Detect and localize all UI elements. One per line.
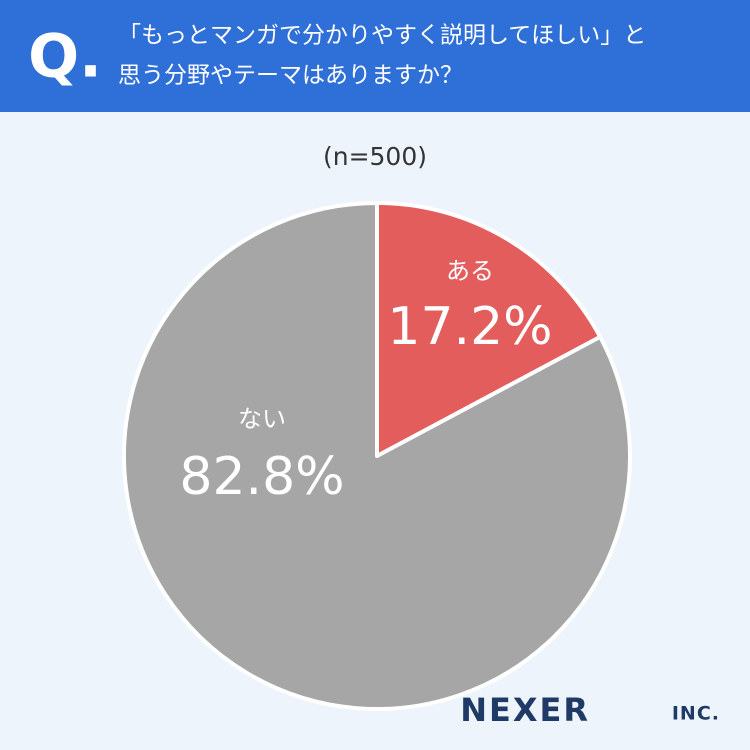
brand-suffix: INC. [672, 703, 720, 725]
slice-label: ある [446, 257, 494, 285]
slice-label: ない [238, 405, 286, 433]
title-line: 「もっとマンガで分かりやすく説明してほしい」と [118, 23, 646, 49]
brand-name: NEXER [460, 691, 590, 729]
value-label: 17.2% [387, 297, 552, 357]
subtitle: (n=500) [323, 142, 427, 171]
title-line: 思う分野やテーマはありますか？ [118, 63, 463, 89]
pie-slice [375, 201, 603, 458]
value-label: 82.8% [179, 447, 344, 507]
header-band [0, 0, 750, 112]
pie-slice [122, 201, 632, 711]
q-mark: Q. [28, 22, 102, 92]
